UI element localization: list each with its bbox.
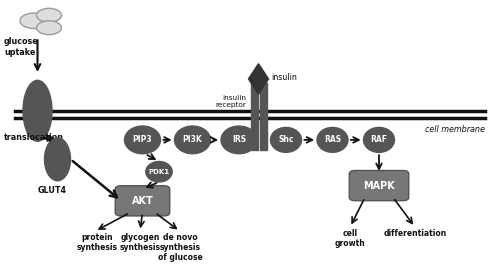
Ellipse shape bbox=[44, 138, 70, 181]
Ellipse shape bbox=[124, 126, 160, 154]
Text: PI3K: PI3K bbox=[182, 135, 203, 144]
Text: differentiation: differentiation bbox=[384, 229, 446, 237]
Text: protein
synthesis: protein synthesis bbox=[77, 233, 118, 252]
Text: PDK1: PDK1 bbox=[148, 169, 170, 175]
Bar bbox=[260, 83, 266, 150]
Text: de novo
synthesis
of glucose: de novo synthesis of glucose bbox=[158, 233, 202, 263]
Ellipse shape bbox=[270, 127, 302, 152]
Circle shape bbox=[20, 13, 48, 29]
FancyBboxPatch shape bbox=[115, 186, 170, 216]
Text: glucose
uptake: glucose uptake bbox=[4, 37, 39, 57]
Bar bbox=[250, 83, 258, 150]
Ellipse shape bbox=[174, 126, 210, 154]
Ellipse shape bbox=[317, 127, 348, 152]
Circle shape bbox=[36, 21, 62, 35]
Ellipse shape bbox=[23, 80, 52, 141]
Text: AKT: AKT bbox=[132, 196, 154, 206]
Text: insulin
receptor: insulin receptor bbox=[215, 95, 246, 108]
Text: glycogen
synthesis: glycogen synthesis bbox=[120, 233, 160, 252]
FancyBboxPatch shape bbox=[349, 170, 409, 201]
Polygon shape bbox=[248, 64, 268, 94]
Text: RAS: RAS bbox=[324, 135, 341, 144]
Text: cell
growth: cell growth bbox=[334, 229, 366, 248]
Circle shape bbox=[36, 8, 62, 22]
Text: GLUT4: GLUT4 bbox=[38, 186, 67, 195]
Text: MAPK: MAPK bbox=[363, 181, 395, 191]
Text: IRS: IRS bbox=[232, 135, 246, 144]
Text: translocation: translocation bbox=[4, 133, 64, 142]
Ellipse shape bbox=[146, 161, 172, 182]
Text: cell membrane: cell membrane bbox=[425, 125, 485, 134]
Ellipse shape bbox=[364, 127, 394, 152]
Text: Shc: Shc bbox=[278, 135, 294, 144]
Text: RAF: RAF bbox=[370, 135, 388, 144]
Text: insulin: insulin bbox=[271, 73, 297, 82]
Text: PIP3: PIP3 bbox=[132, 135, 152, 144]
Ellipse shape bbox=[221, 126, 257, 154]
